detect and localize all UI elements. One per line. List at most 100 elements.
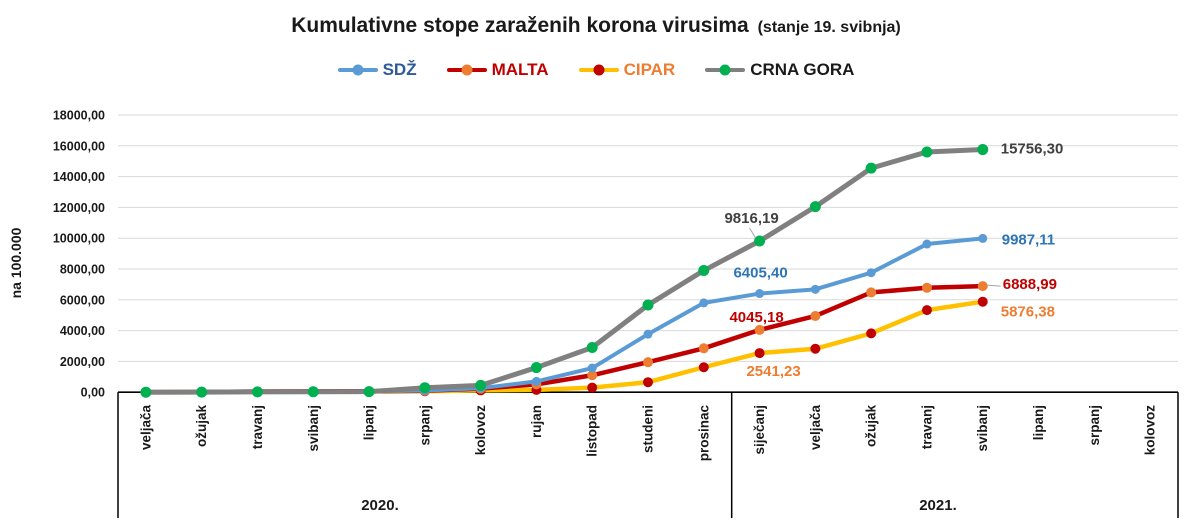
x-month-label: kolovoz xyxy=(1143,405,1158,456)
legend-item-sd-: SDŽ xyxy=(337,60,417,80)
x-month-label: prosinac xyxy=(696,405,711,462)
legend-item-crna-gora: CRNA GORA xyxy=(705,60,854,80)
data-label-cipar: 2541,23 xyxy=(746,363,800,380)
legend-label: CRNA GORA xyxy=(750,60,855,79)
series-marker-cipar xyxy=(810,343,821,354)
data-label-crna-gora: 9816,19 xyxy=(724,210,778,227)
series-marker-crna-gora xyxy=(809,201,821,213)
series-marker-crna-gora xyxy=(921,146,933,158)
series-line-sd- xyxy=(143,236,985,395)
x-month-label: lipanj xyxy=(1031,405,1046,440)
series-marker-sd- xyxy=(699,298,709,308)
series-marker-crna-gora xyxy=(196,386,208,398)
series-marker-crna-gora xyxy=(419,382,431,394)
series-marker-sd- xyxy=(531,376,541,386)
chart-title: Kumulativne stope zaraženih korona virus… xyxy=(0,14,1192,38)
y-tick-label: 14000,00 xyxy=(53,170,105,184)
legend-line-marker-icon xyxy=(705,64,746,76)
legend-item-malta: MALTA xyxy=(446,60,549,80)
series-marker-cipar xyxy=(921,305,932,316)
x-month-label: kolovoz xyxy=(473,405,488,456)
series-marker-cipar xyxy=(977,296,988,307)
data-label-malta: 6888,99 xyxy=(1003,276,1057,293)
legend-dot-icon xyxy=(352,64,364,76)
x-month-label: lipanj xyxy=(362,405,377,440)
series-marker-crna-gora xyxy=(698,265,710,277)
series-marker-malta xyxy=(921,282,932,293)
x-month-label: svibanj xyxy=(306,405,321,452)
x-month-label: travanj xyxy=(250,405,265,449)
series-marker-malta xyxy=(810,310,821,321)
series-marker-sd- xyxy=(755,289,765,299)
series-marker-crna-gora xyxy=(642,299,654,311)
legend-label: CIPAR xyxy=(623,60,676,79)
legend-dot-icon xyxy=(593,64,605,76)
series-marker-crna-gora xyxy=(140,386,152,398)
chart-title-subtitle: (stanje 19. svibnja) xyxy=(757,19,901,36)
legend-label: SDŽ xyxy=(382,60,417,79)
y-tick-label: 4000,00 xyxy=(60,324,105,338)
legend-line-marker-icon xyxy=(337,64,378,76)
series-marker-cipar xyxy=(643,377,653,388)
legend-line-marker-icon xyxy=(578,64,619,76)
series-marker-malta xyxy=(866,287,877,298)
data-label-malta: 4045,18 xyxy=(729,309,783,326)
x-month-label: ožujak xyxy=(864,405,879,448)
data-label-cipar: 5876,38 xyxy=(1001,304,1055,321)
x-month-label: siječanj xyxy=(752,405,767,455)
series-marker-sd- xyxy=(810,284,820,294)
x-month-label: veljača xyxy=(808,405,823,451)
series-line-crna-gora xyxy=(143,147,986,395)
x-year-label: 2020. xyxy=(361,497,399,514)
series-marker-crna-gora xyxy=(754,235,766,247)
series-marker-cipar xyxy=(587,382,598,393)
y-tick-label: 10000,00 xyxy=(53,232,105,246)
series-marker-sd- xyxy=(587,363,597,373)
chart-legend: SDŽ MALTA CIPAR CRNA GORA xyxy=(0,60,1192,80)
series-marker-sd- xyxy=(922,239,932,249)
data-label-sd-: 9987,11 xyxy=(1002,231,1055,248)
series-marker-sd- xyxy=(978,233,988,243)
series-marker-cipar xyxy=(698,362,709,373)
chart-title-main: Kumulativne stope zaraženih korona virus… xyxy=(291,14,749,37)
series-marker-malta xyxy=(587,370,598,381)
x-month-label: rujan xyxy=(529,405,544,438)
x-month-label: srpanj xyxy=(417,405,432,446)
data-label-leader xyxy=(986,284,1001,287)
legend-dot-icon xyxy=(461,64,473,76)
series-marker-malta xyxy=(977,281,988,292)
series-marker-malta xyxy=(754,324,765,335)
x-month-label: veljača xyxy=(138,405,153,451)
x-month-label: svibanj xyxy=(975,405,990,452)
y-tick-label: 0,00 xyxy=(81,386,105,400)
series-marker-crna-gora xyxy=(530,362,542,374)
x-month-label: studeni xyxy=(641,405,656,453)
series-marker-crna-gora xyxy=(363,386,375,398)
x-month-label: travanj xyxy=(919,405,934,449)
y-tick-label: 6000,00 xyxy=(60,293,105,307)
y-tick-label: 12000,00 xyxy=(53,201,105,215)
series-marker-cipar xyxy=(754,348,765,359)
y-tick-label: 16000,00 xyxy=(53,139,105,153)
series-marker-malta xyxy=(643,357,653,368)
series-marker-crna-gora xyxy=(251,386,263,398)
x-month-label: srpanj xyxy=(1087,405,1102,446)
y-tick-label: 18000,00 xyxy=(53,109,105,123)
legend-label: MALTA xyxy=(491,60,549,79)
data-label-sd-: 6405,40 xyxy=(733,265,787,282)
data-label-leader xyxy=(749,227,757,239)
series-marker-sd- xyxy=(643,329,653,339)
legend-item-cipar: CIPAR xyxy=(578,60,676,80)
series-marker-crna-gora xyxy=(475,379,487,391)
series-marker-cipar xyxy=(866,328,877,339)
x-month-label: listopad xyxy=(585,405,600,457)
x-month-label: ožujak xyxy=(194,405,209,448)
legend-line-marker-icon xyxy=(446,64,487,76)
series-marker-crna-gora xyxy=(307,386,319,398)
series-marker-sd- xyxy=(866,268,876,278)
series-marker-crna-gora xyxy=(977,144,989,156)
y-tick-label: 8000,00 xyxy=(60,263,105,277)
legend-dot-icon xyxy=(719,64,731,76)
